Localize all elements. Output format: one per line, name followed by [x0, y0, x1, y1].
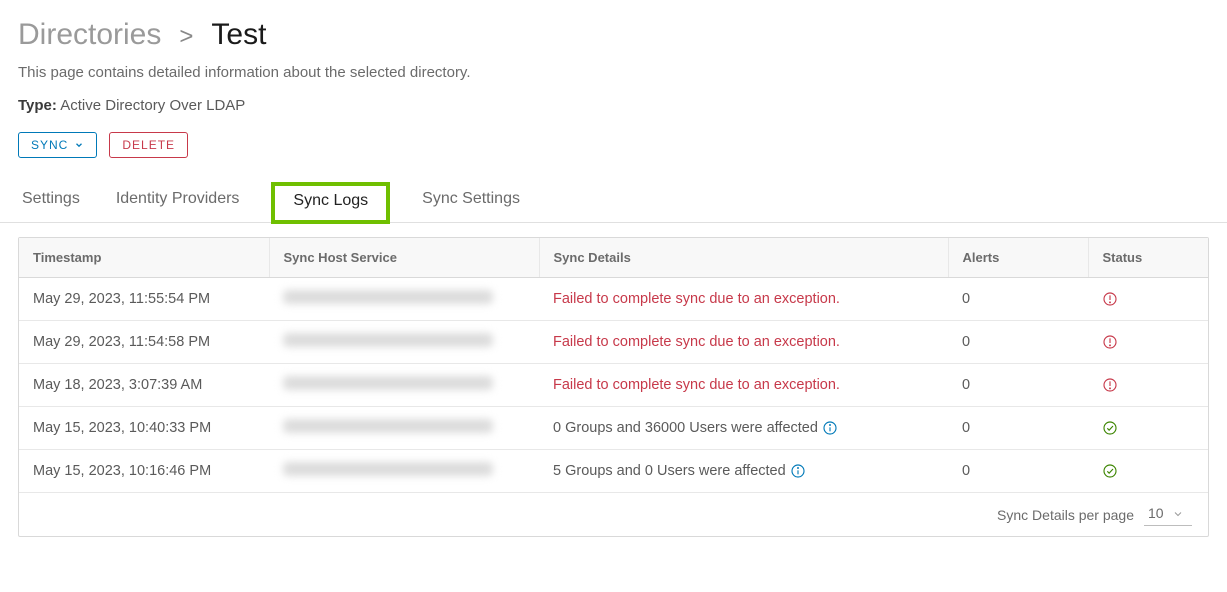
cell-status: [1088, 407, 1208, 450]
details-text: 5 Groups and 0 Users were affected: [553, 463, 786, 479]
type-value: Active Directory Over LDAP: [60, 97, 245, 114]
cell-alerts: 0: [948, 450, 1088, 493]
error-icon: [1102, 291, 1118, 307]
cell-alerts: 0: [948, 364, 1088, 407]
breadcrumb-current: Test: [211, 18, 266, 52]
page-root: Directories > Test This page contains de…: [0, 0, 1227, 537]
pager: Sync Details per page 10: [19, 492, 1208, 536]
cell-details: Failed to complete sync due to an except…: [539, 278, 948, 321]
col-header-host[interactable]: Sync Host Service: [269, 238, 539, 278]
table-row: May 29, 2023, 11:55:54 PM Failed to compl…: [19, 278, 1208, 321]
sync-logs-table: Timestamp Sync Host Service Sync Details…: [19, 238, 1208, 492]
chevron-down-icon: [1172, 505, 1184, 521]
details-text: 0 Groups and 36000 Users were affected: [553, 420, 818, 436]
tab-settings[interactable]: Settings: [18, 182, 84, 222]
cell-host-redacted: [269, 450, 539, 493]
directory-type: Type: Active Directory Over LDAP: [18, 97, 1209, 114]
delete-button[interactable]: DELETE: [109, 132, 188, 158]
sync-button-label: SYNC: [31, 138, 68, 152]
breadcrumb-parent[interactable]: Directories: [18, 18, 161, 52]
cell-alerts: 0: [948, 321, 1088, 364]
col-header-alerts[interactable]: Alerts: [948, 238, 1088, 278]
table-row: May 15, 2023, 10:16:46 PM 5 Groups and 0 …: [19, 450, 1208, 493]
success-icon: [1102, 463, 1118, 479]
cell-alerts: 0: [948, 407, 1088, 450]
table-row: May 15, 2023, 10:40:33 PM 0 Groups and 36…: [19, 407, 1208, 450]
col-header-details[interactable]: Sync Details: [539, 238, 948, 278]
cell-timestamp: May 18, 2023, 3:07:39 AM: [19, 364, 269, 407]
cell-host-redacted: [269, 278, 539, 321]
pager-value: 10: [1148, 505, 1164, 521]
error-icon: [1102, 334, 1118, 350]
details-text: Failed to complete sync due to an except…: [553, 334, 840, 350]
info-icon[interactable]: [790, 463, 806, 479]
info-icon[interactable]: [822, 420, 838, 436]
table-header-row: Timestamp Sync Host Service Sync Details…: [19, 238, 1208, 278]
type-label: Type:: [18, 97, 57, 114]
cell-details: Failed to complete sync due to an except…: [539, 364, 948, 407]
delete-button-label: DELETE: [122, 138, 175, 152]
cell-host-redacted: [269, 407, 539, 450]
table-row: May 18, 2023, 3:07:39 AM Failed to comple…: [19, 364, 1208, 407]
redacted-host: [283, 419, 493, 433]
col-header-timestamp[interactable]: Timestamp: [19, 238, 269, 278]
pager-per-page-select[interactable]: 10: [1144, 503, 1192, 526]
redacted-host: [283, 290, 493, 304]
breadcrumb: Directories > Test: [18, 18, 1209, 52]
page-subtitle: This page contains detailed information …: [18, 64, 1209, 81]
sync-logs-table-wrap: Timestamp Sync Host Service Sync Details…: [18, 237, 1209, 537]
cell-timestamp: May 29, 2023, 11:54:58 PM: [19, 321, 269, 364]
col-header-status[interactable]: Status: [1088, 238, 1208, 278]
error-icon: [1102, 377, 1118, 393]
cell-host-redacted: [269, 321, 539, 364]
details-text: Failed to complete sync due to an except…: [553, 377, 840, 393]
pager-label: Sync Details per page: [997, 507, 1134, 523]
redacted-host: [283, 462, 493, 476]
cell-status: [1088, 450, 1208, 493]
table-row: May 29, 2023, 11:54:58 PM Failed to compl…: [19, 321, 1208, 364]
cell-host-redacted: [269, 364, 539, 407]
cell-details: Failed to complete sync due to an except…: [539, 321, 948, 364]
chevron-down-icon: [74, 140, 84, 151]
tabs: Settings Identity Providers Sync Logs Sy…: [0, 182, 1227, 223]
success-icon: [1102, 420, 1118, 436]
details-text: Failed to complete sync due to an except…: [553, 291, 840, 307]
cell-status: [1088, 278, 1208, 321]
cell-details: 5 Groups and 0 Users were affected: [539, 450, 948, 493]
cell-details: 0 Groups and 36000 Users were affected: [539, 407, 948, 450]
cell-timestamp: May 15, 2023, 10:40:33 PM: [19, 407, 269, 450]
sync-button[interactable]: SYNC: [18, 132, 97, 158]
cell-status: [1088, 321, 1208, 364]
tab-identity-providers[interactable]: Identity Providers: [112, 182, 244, 222]
tab-sync-logs[interactable]: Sync Logs: [271, 182, 390, 224]
breadcrumb-separator: >: [179, 23, 193, 51]
cell-timestamp: May 15, 2023, 10:16:46 PM: [19, 450, 269, 493]
redacted-host: [283, 333, 493, 347]
cell-timestamp: May 29, 2023, 11:55:54 PM: [19, 278, 269, 321]
cell-alerts: 0: [948, 278, 1088, 321]
tab-sync-settings[interactable]: Sync Settings: [418, 182, 524, 222]
action-buttons: SYNC DELETE: [18, 132, 1209, 158]
cell-status: [1088, 364, 1208, 407]
redacted-host: [283, 376, 493, 390]
